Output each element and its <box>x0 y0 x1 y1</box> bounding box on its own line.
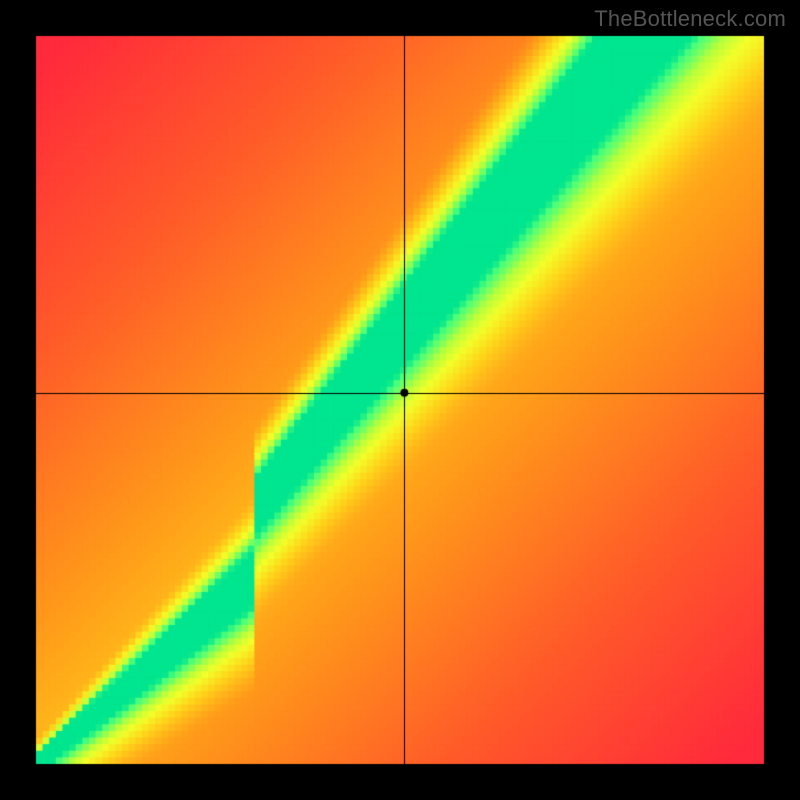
bottleneck-heatmap <box>0 0 800 800</box>
chart-container: { "meta": { "watermark": "TheBottleneck.… <box>0 0 800 800</box>
watermark-text: TheBottleneck.com <box>594 6 786 32</box>
